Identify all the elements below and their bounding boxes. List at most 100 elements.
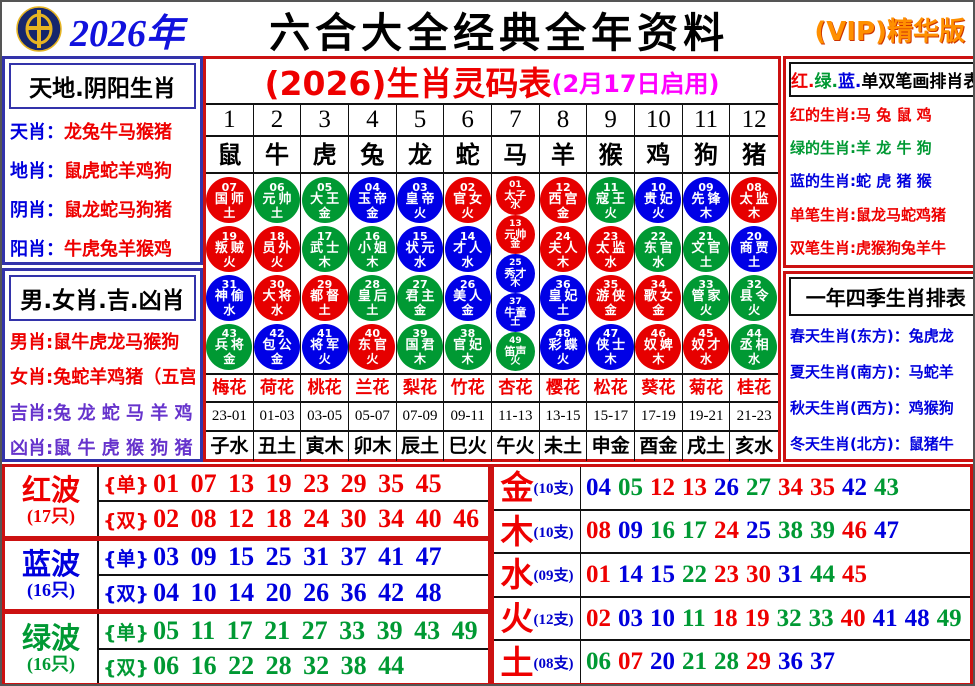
row-value: 虎猴狗兔羊牛 xyxy=(856,238,947,257)
zodiac-cell: 龙 xyxy=(397,137,445,172)
wave-label: 绿波 (16只) xyxy=(5,614,99,684)
wave-label: 红波 (17只) xyxy=(5,467,99,536)
ball-element: 水 xyxy=(748,352,761,367)
code-ball-grid: 07 国师土 19 叛贼火 31 神偷水 43 兵将金 06 元帅土 18 员外火 30 大将水 42 包公金… xyxy=(206,172,778,373)
element-number: 23 xyxy=(714,560,739,588)
ball-element: 水 xyxy=(699,352,712,367)
ball-name: 都督 xyxy=(310,289,343,305)
color-stroke-rows: 红的生肖:马 兔 鼠 鸡绿的生肖:羊 龙 牛 狗蓝的生肖:蛇 虎 猪 猴单笔生肖… xyxy=(786,97,973,265)
ball-name: 皇帝 xyxy=(405,191,438,207)
ball-element: 木 xyxy=(699,205,712,220)
code-table-title-sub: (2月17日启用) xyxy=(551,69,720,98)
color-stroke-row: 红的生肖:马 兔 鼠 鸡 xyxy=(790,104,973,125)
code-ball: 48 彩蝶火 xyxy=(539,323,586,370)
ball-number: 02 xyxy=(460,180,476,194)
flower-cell: 桂花 xyxy=(737,378,772,398)
code-ball: 02 官女火 xyxy=(444,177,491,224)
ball-element: 金 xyxy=(556,205,569,220)
code-ball: 22 东官水 xyxy=(635,226,682,273)
element-number: 33 xyxy=(808,604,834,632)
element-name: 木 xyxy=(500,511,534,551)
ball-name: 兵将 xyxy=(214,338,247,354)
ball-name: 君主 xyxy=(405,289,438,305)
wave-numbers: 06 16 22 28 32 38 44 xyxy=(153,651,405,681)
ball-element: 水 xyxy=(461,254,474,269)
column-number-cell: 11 xyxy=(683,105,731,135)
category-value: 龙兔牛马猴猪 xyxy=(64,121,172,143)
branch-cell: 子水 xyxy=(206,432,254,461)
ball-column: 10 贵妃火 22 东官水 34 歌女金 46 奴婢木 xyxy=(635,174,683,373)
zodiac-category-row: 地肖：鼠虎蛇羊鸡狗 xyxy=(10,157,195,183)
ball-element: 水 xyxy=(413,254,426,269)
code-ball: 04 玉帝金 xyxy=(349,177,396,224)
zodiac-category-row: 凶肖:鼠 牛 虎 猴 狗 猪 xyxy=(10,434,195,460)
ball-number: 41 xyxy=(317,327,333,341)
ball-element: 火 xyxy=(604,205,617,220)
code-ball: 49 笛声火 xyxy=(495,332,535,371)
element-numbers: 06 07 20 21 28 29 36 37 xyxy=(581,641,970,683)
ball-name: 武士 xyxy=(310,240,343,256)
row-label: 绿的生肖: xyxy=(790,139,856,158)
ball-name: 国君 xyxy=(405,338,438,354)
flower-cell: 杏花 xyxy=(492,375,540,401)
element-number: 31 xyxy=(778,560,803,588)
ball-element: 土 xyxy=(318,303,331,318)
wave-numbers: 04 10 14 20 26 36 42 48 xyxy=(153,577,442,607)
element-number: 20 xyxy=(650,648,675,676)
element-numbers: 01 14 15 22 23 30 31 44 45 xyxy=(581,554,970,596)
code-ball: 31 神偷水 xyxy=(206,274,253,321)
column-number-row: 1 2 3 4 5 6 7 8 9 10 11 12 xyxy=(206,103,778,135)
column-number-cell: 4 xyxy=(349,105,397,135)
code-ball: 29 都督土 xyxy=(301,274,348,321)
element-number: 37 xyxy=(810,648,835,676)
ball-column: 07 国师土 19 叛贼火 31 神偷水 43 兵将金 xyxy=(206,174,254,373)
element-row: 土 (08支) 06 07 20 21 28 29 36 37 xyxy=(494,639,970,683)
element-number: 42 xyxy=(842,473,867,501)
ball-number: 22 xyxy=(650,229,666,243)
row-value: 鼠龙马蛇鸡猪 xyxy=(856,205,947,224)
ball-name: 秀才 xyxy=(504,266,527,280)
code-ball: 38 官妃木 xyxy=(444,323,491,370)
element-numbers: 08 09 16 17 24 25 38 39 46 47 xyxy=(581,511,970,553)
flower-cell: 荷花 xyxy=(254,375,302,401)
flower-row: 梅花 荷花 桃花 兰花 梨花 竹花 杏花 樱花 松花 葵花 菊花 桂花 xyxy=(206,373,778,401)
branch-cell: 亥水 xyxy=(735,435,774,457)
ball-name: 国师 xyxy=(214,191,247,207)
ball-name: 西宫 xyxy=(548,191,581,207)
flower-cell: 菊花 xyxy=(683,375,731,401)
category-label: 阳肖： xyxy=(10,239,64,261)
element-number: 19 xyxy=(744,604,770,632)
ball-number: 26 xyxy=(460,278,476,292)
ball-element: 木 xyxy=(461,352,474,367)
wave-odd-row: {单} 01 07 13 19 23 29 35 45 xyxy=(99,467,488,500)
element-number: 30 xyxy=(746,560,771,588)
row-value: 兔虎龙 xyxy=(908,326,954,345)
element-numbers: 04 05 12 13 26 27 34 35 42 43 xyxy=(581,467,970,509)
hour-range-cell: 23-01 xyxy=(206,403,254,430)
row-label: 蓝的生肖: xyxy=(790,172,856,191)
element-number: 40 xyxy=(840,604,866,632)
zodiac-category-row: 女肖:兔蛇羊鸡猪（五宫） xyxy=(10,363,195,389)
element-number: 26 xyxy=(714,473,739,501)
element-count: (08支) xyxy=(533,655,574,672)
ball-number: 01 xyxy=(509,179,522,190)
hour-range-cell: 17-19 xyxy=(635,403,683,430)
element-number: 32 xyxy=(776,604,802,632)
ball-number: 45 xyxy=(698,327,714,341)
ball-name: 管家 xyxy=(691,289,724,305)
code-ball: 06 元帅土 xyxy=(253,177,300,224)
row-label: 夏天生肖(南方)： xyxy=(790,362,909,381)
code-ball: 27 君主金 xyxy=(396,274,443,321)
page-title: 六合大全经典全年资料 xyxy=(269,9,730,57)
column-number-cell: 10 xyxy=(635,105,683,135)
code-ball: 30 大将水 xyxy=(253,274,300,321)
row-value: 鸡猴狗 xyxy=(908,399,954,418)
color-stroke-row: 蓝的生肖:蛇 虎 猪 猴 xyxy=(790,170,973,191)
element-number: 35 xyxy=(810,473,835,501)
ball-element: 土 xyxy=(748,254,761,269)
ball-element: 火 xyxy=(556,352,569,367)
ball-number: 08 xyxy=(746,180,762,194)
ball-column: 06 元帅土 18 员外火 30 大将水 42 包公金 xyxy=(253,174,302,373)
